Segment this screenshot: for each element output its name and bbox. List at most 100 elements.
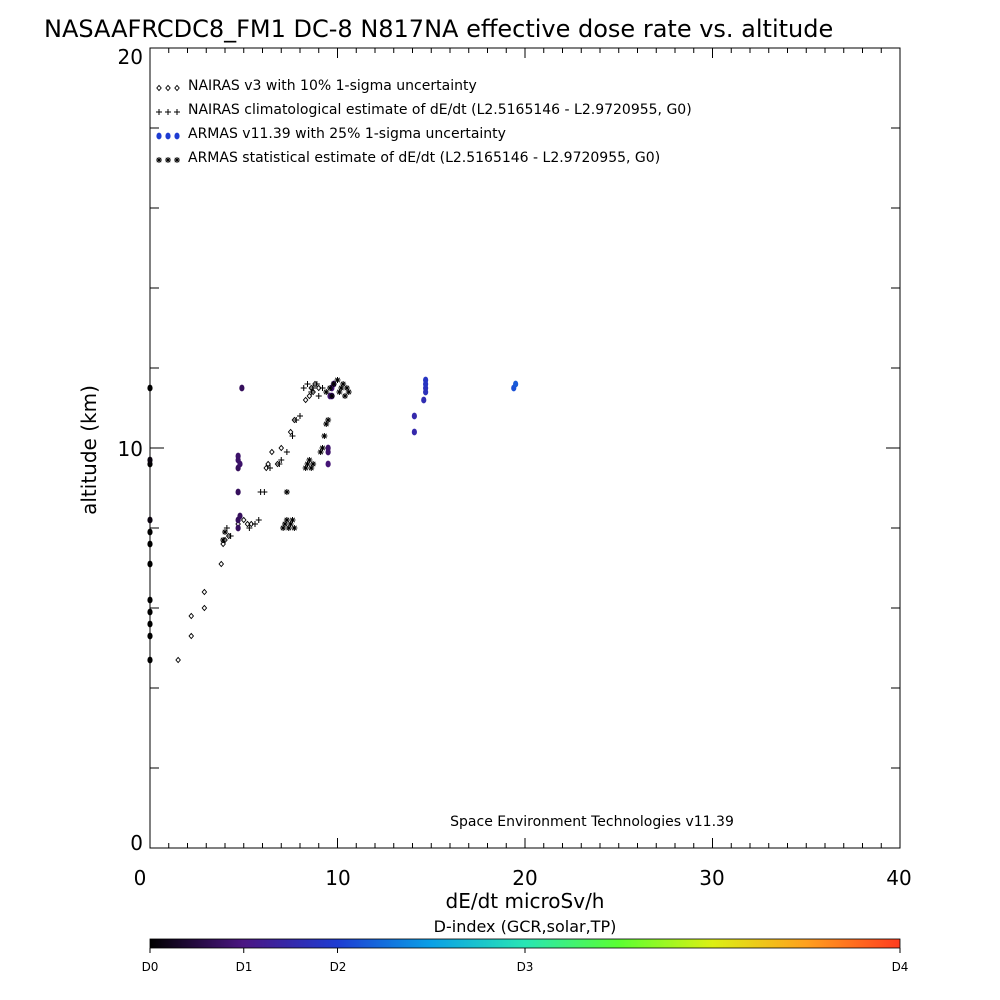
colorbar-label: D2 [330,960,347,974]
dot-marker [411,428,417,436]
asterisk-marker [174,157,180,163]
data-point [313,381,320,387]
data-point [220,537,227,543]
legend-symbols [156,84,180,163]
diamond-marker [175,656,181,664]
plus-marker [310,385,317,391]
data-point [291,525,298,531]
chart-title: NASAAFRCDC8_FM1 DC-8 N817NA effective do… [44,15,833,43]
asterisk-marker [317,449,324,455]
asterisk-marker [319,445,326,451]
data-point [287,428,294,436]
data-point [147,528,153,536]
data-point [323,389,330,395]
data-point [323,421,330,427]
data-point [319,445,326,451]
plus-marker [252,521,258,527]
colorbar-ticks [149,948,901,953]
dot-marker [147,528,153,536]
legend-entry-label: ARMAS statistical estimate of dE/dt (L2.… [188,150,660,166]
asterisk-marker [304,461,311,467]
data-point [345,389,352,395]
legend-symbol [156,157,162,163]
dot-marker [147,516,153,524]
data-point [282,521,288,527]
dot-marker [147,456,153,464]
plus-marker [156,109,162,115]
data-point [147,620,153,628]
asterisk-marker [327,385,333,391]
plus-marker [261,489,268,495]
diamond-marker [315,384,322,392]
plus-marker [304,381,311,387]
asterisk-marker [308,465,315,471]
data-point [235,452,241,460]
y-tick-label: 10 [118,437,143,461]
data-point [278,444,285,452]
data-point [244,520,251,528]
asterisk-marker [343,385,350,391]
data-point [147,656,153,664]
colorbar-label: D4 [892,960,909,974]
dot-marker [325,444,331,452]
asterisk-marker [334,377,341,383]
plot-area [149,47,901,849]
data-point [147,384,153,392]
data-point [327,385,333,391]
data-point [240,516,247,524]
dot-marker [237,512,243,520]
legend: NAIRAS v3 with 10% 1-sigma uncertainty N… [156,78,692,166]
plus-marker [174,109,180,115]
data-point [285,525,292,531]
data-point [328,393,335,399]
plus-marker [297,413,303,419]
dot-marker [147,596,153,604]
data-point [147,540,153,548]
diamond-marker [201,604,208,612]
asterisk-marker [283,489,290,495]
data-point [235,488,241,496]
data-point [261,489,268,495]
diamond-marker [188,632,195,640]
data-point [340,381,347,387]
diamond-marker [278,444,285,452]
dot-marker [174,132,180,140]
diamond-marker [156,84,162,92]
dot-marker [147,632,153,640]
colorbar-label: D3 [517,960,534,974]
asterisk-marker [323,389,330,395]
data-point [302,465,309,471]
data-point [304,461,311,467]
plus-marker [255,517,262,523]
y-tick-label: 20 [118,45,143,69]
data-point [237,460,243,468]
data-point [308,389,315,395]
data-point [201,604,208,612]
diamond-marker [174,84,180,92]
dot-marker [235,452,241,460]
asterisk-marker [289,517,296,523]
dot-marker [235,488,241,496]
diamond-marker [306,392,313,400]
dot-marker [237,460,243,468]
plus-marker [283,449,290,455]
data-point [315,384,322,392]
data-point [278,457,285,463]
data-point [289,517,296,523]
series-dot [147,376,519,664]
colorbar-label: D0 [142,960,159,974]
data-point [306,392,313,400]
dot-marker [147,608,153,616]
dot-marker [147,656,153,664]
data-point [287,521,294,527]
data-point [306,457,313,463]
data-point [269,448,275,456]
diamond-marker [218,560,225,568]
legend-symbol [165,109,171,115]
data-point [147,456,153,464]
plus-marker [289,433,296,439]
y-tick-label: 0 [130,831,143,855]
asterisk-marker [283,517,290,523]
x-tick-label: 10 [325,866,350,890]
